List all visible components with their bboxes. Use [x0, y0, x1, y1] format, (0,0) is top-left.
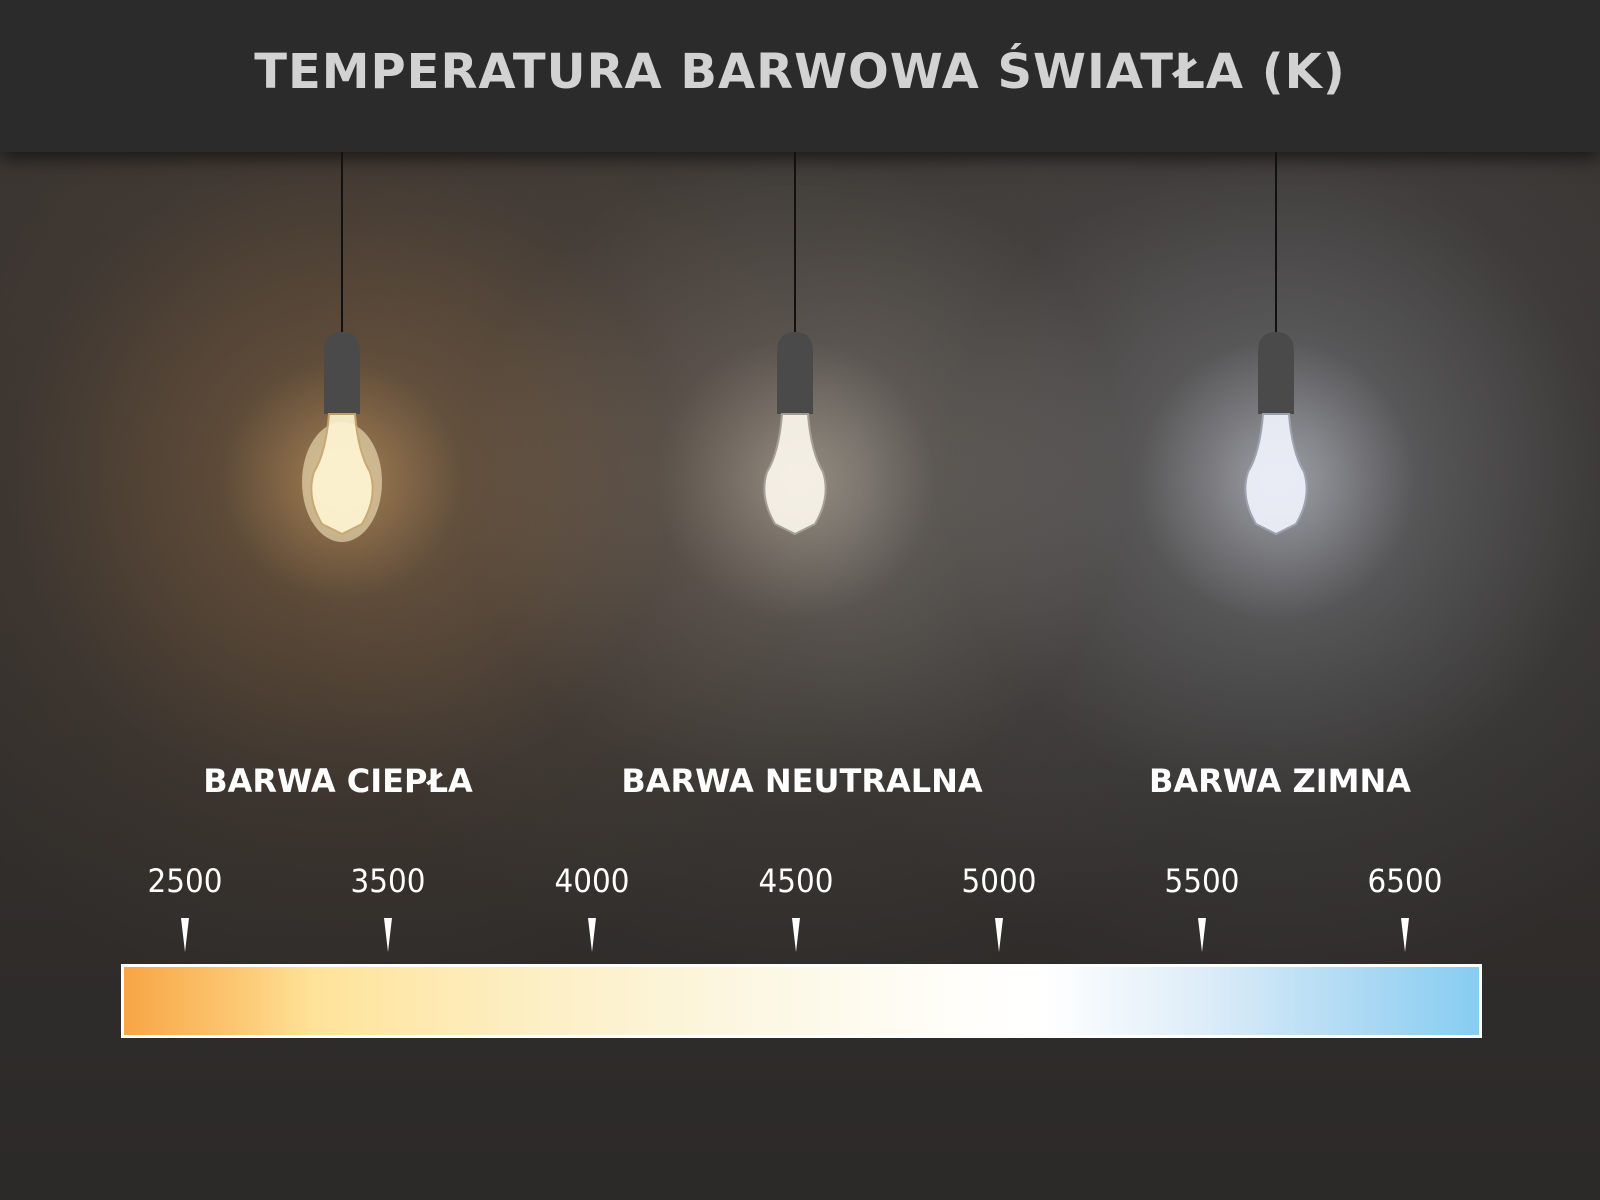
tick-marker	[1198, 918, 1206, 952]
neutral-bulb-icon	[763, 152, 827, 536]
tick-marker	[995, 918, 1003, 952]
label-cold: BARWA ZIMNA	[1148, 762, 1412, 800]
tick-label: 3500	[350, 862, 426, 900]
tick-label: 2500	[147, 862, 223, 900]
tick-marker	[792, 918, 800, 952]
tick-marker	[181, 918, 189, 952]
tick-label: 5500	[1164, 862, 1240, 900]
header-bar: TEMPERATURA BARWOWA ŚWIATŁA (K)	[0, 0, 1600, 152]
tick-marker	[588, 918, 596, 952]
tick-label: 4500	[758, 862, 834, 900]
tick-label: 6500	[1367, 862, 1443, 900]
tick-marker	[384, 918, 392, 952]
cold-bulb-icon	[1244, 152, 1308, 536]
tick-label: 4000	[554, 862, 630, 900]
warm-bulb-icon	[302, 152, 382, 542]
color-temperature-gradient-bar	[121, 964, 1482, 1038]
page-title: TEMPERATURA BARWOWA ŚWIATŁA (K)	[254, 44, 1346, 100]
tick-marker	[1401, 918, 1409, 952]
label-neutral: BARWA NEUTRALNA	[621, 762, 983, 800]
label-warm: BARWA CIEPŁA	[203, 762, 473, 800]
tick-label: 5000	[961, 862, 1037, 900]
